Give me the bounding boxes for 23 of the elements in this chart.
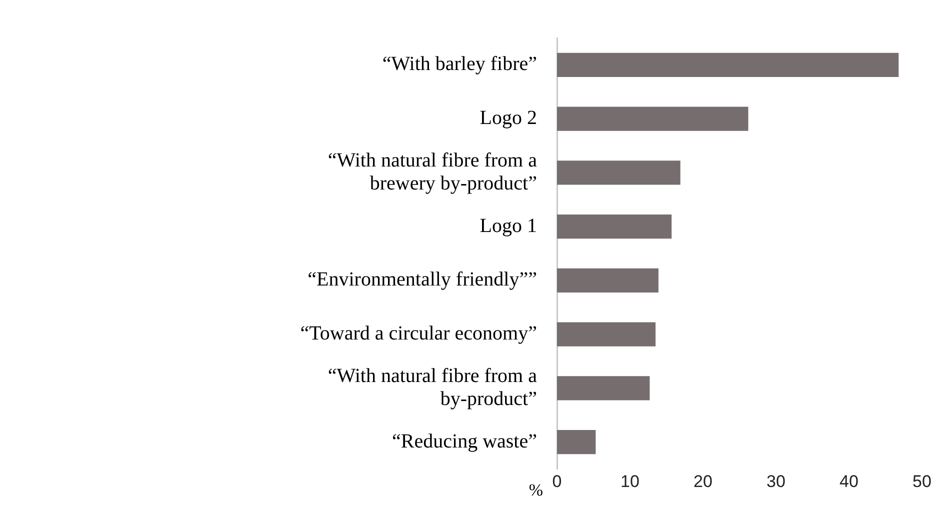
y-tick-label: “With natural fibre from a brewery by-product” xyxy=(328,149,538,194)
bar xyxy=(557,322,656,346)
y-tick-label: Logo 1 xyxy=(480,214,537,237)
bar xyxy=(557,52,899,78)
bar xyxy=(557,214,672,239)
bar xyxy=(557,160,680,185)
x-tick-label: 20 xyxy=(694,472,712,491)
bar xyxy=(557,106,748,131)
x-tick-label: 40 xyxy=(840,472,858,491)
y-tick-label: “Environmentally friendly”” xyxy=(308,268,537,291)
bar xyxy=(557,268,658,293)
bar xyxy=(557,430,596,454)
y-tick-label: Logo 2 xyxy=(480,107,537,130)
y-tick-label: “Reducing waste” xyxy=(392,430,537,452)
y-tick-label: “Toward a circular economy” xyxy=(300,322,537,345)
x-tick-label: 10 xyxy=(620,472,640,491)
x-tick-label: 0 xyxy=(552,472,562,491)
bar xyxy=(557,376,650,400)
x-axis-title: % xyxy=(528,480,543,500)
y-tick-label: “With barley fibre” xyxy=(382,53,537,76)
x-tick-label: 30 xyxy=(766,472,786,491)
x-tick-label: 50 xyxy=(912,472,932,491)
y-tick-label: “With natural fibre from a by-product” xyxy=(328,364,538,410)
